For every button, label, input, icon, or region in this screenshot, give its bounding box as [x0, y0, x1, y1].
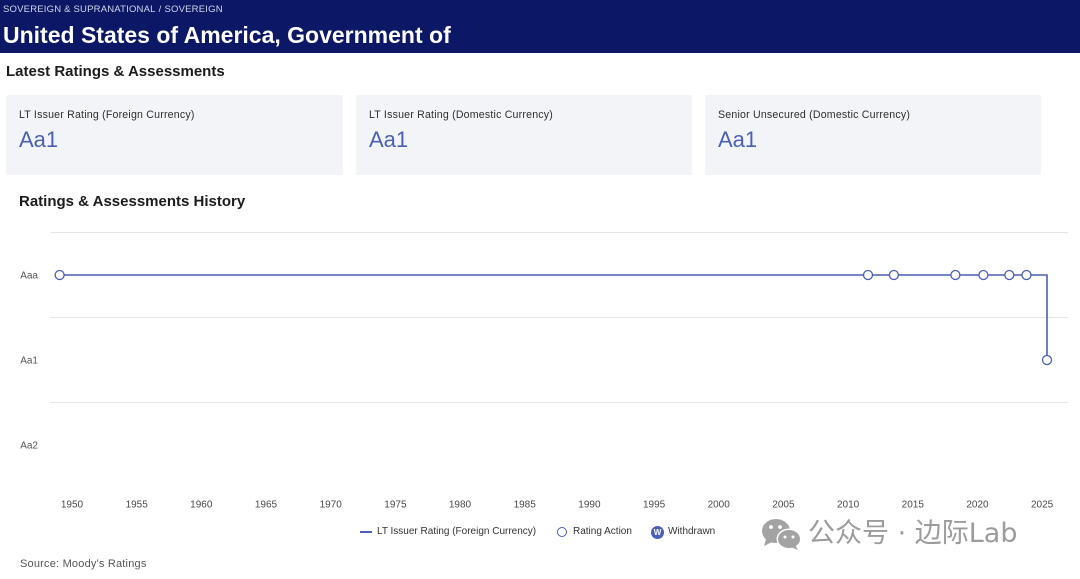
hollow-circle-icon	[557, 527, 567, 537]
legend-label: Rating Action	[573, 526, 632, 537]
x-axis-tick-label: 1970	[320, 500, 343, 511]
x-axis-tick-label: 2010	[837, 500, 860, 511]
legend-item-rating-action[interactable]: Rating Action	[557, 525, 632, 539]
x-axis-tick-label: 2020	[966, 500, 989, 511]
x-axis-tick-label: 1965	[255, 500, 278, 511]
ratings-history-heading: Ratings & Assessments History	[19, 193, 246, 210]
watermark-text: 公众号 · 边际Lab	[808, 518, 1018, 549]
rating-action-marker[interactable]	[1021, 269, 1032, 281]
y-axis: Aaa Aa1 Aa2	[20, 271, 38, 452]
chart-gridlines	[50, 232, 1068, 403]
breadcrumb: SOVEREIGN & SUPRANATIONAL / SOVEREIGN	[3, 4, 223, 16]
rating-card-label: LT Issuer Rating (Domestic Currency)	[369, 109, 554, 121]
y-axis-label: Aa1	[20, 356, 38, 367]
line-series-swatch	[360, 531, 372, 533]
rating-action-marker[interactable]	[862, 269, 874, 281]
page-header	[0, 0, 1080, 53]
x-axis-tick-label: 1995	[643, 500, 666, 511]
y-axis-label: Aaa	[20, 271, 38, 282]
rating-card-lt-issuer-foreign: LT Issuer Rating (Foreign Currency) Aa1	[6, 95, 343, 175]
legend-label: LT Issuer Rating (Foreign Currency)	[377, 526, 537, 537]
watermark: 公众号 · 边际Lab	[760, 516, 1017, 552]
latest-ratings-heading: Latest Ratings & Assessments	[6, 63, 225, 80]
legend-item-withdrawn[interactable]: W Withdrawn	[651, 525, 715, 539]
x-axis-tick-label: 1985	[514, 500, 537, 511]
wechat-icon	[762, 519, 802, 550]
rating-action-marker[interactable]	[888, 269, 900, 281]
rating-card-label: Senior Unsecured (Domestic Currency)	[718, 109, 911, 121]
x-axis-tick-label: 1990	[578, 500, 601, 511]
breadcrumb-sector-link[interactable]: SOVEREIGN & SUPRANATIONAL	[3, 4, 156, 15]
x-axis-tick-label: 1955	[126, 500, 149, 511]
breadcrumb-industry-link[interactable]: SOVEREIGN	[164, 4, 223, 15]
x-axis-tick-label: 2025	[1031, 500, 1054, 511]
x-axis-tick-label: 2005	[772, 500, 795, 511]
legend-label: Withdrawn	[668, 526, 716, 537]
x-axis: 1950 1955 1960 1965 1970 1975 1980 1985 1990 1995…	[61, 500, 1054, 511]
rating-action-marker[interactable]	[1004, 269, 1015, 281]
rating-action-marker[interactable]	[950, 269, 961, 281]
x-axis-tick-label: 2015	[902, 500, 925, 511]
x-axis-tick-label: 1975	[384, 500, 407, 511]
x-axis-tick-label: 1950	[61, 500, 84, 511]
breadcrumb-separator: /	[158, 4, 162, 15]
rating-card-label: LT Issuer Rating (Foreign Currency)	[19, 109, 195, 121]
y-axis-label: Aa2	[20, 441, 38, 452]
page-title: United States of America, Government of	[3, 22, 451, 48]
rating-action-marker[interactable]	[1041, 354, 1053, 366]
x-axis-tick-label: 1980	[449, 500, 472, 511]
withdrawn-marker-icon: W	[651, 525, 664, 539]
rating-card-value: Aa1	[718, 127, 758, 152]
rating-series	[54, 269, 1053, 366]
rating-card-senior-unsecured-domestic: Senior Unsecured (Domestic Currency) Aa1	[705, 95, 1041, 175]
x-axis-tick-label: 2000	[708, 500, 731, 511]
x-axis-tick-label: 1960	[190, 500, 213, 511]
rating-action-marker[interactable]	[978, 269, 989, 281]
rating-card-value: Aa1	[369, 127, 409, 152]
rating-card-lt-issuer-domestic: LT Issuer Rating (Domestic Currency) Aa1	[356, 95, 692, 175]
rating-action-marker[interactable]	[54, 269, 65, 281]
legend-item-lt-issuer-foreign[interactable]: LT Issuer Rating (Foreign Currency)	[360, 525, 536, 539]
source-note: Source: Moody's Ratings	[20, 558, 147, 570]
rating-card-value: Aa1	[19, 127, 59, 152]
